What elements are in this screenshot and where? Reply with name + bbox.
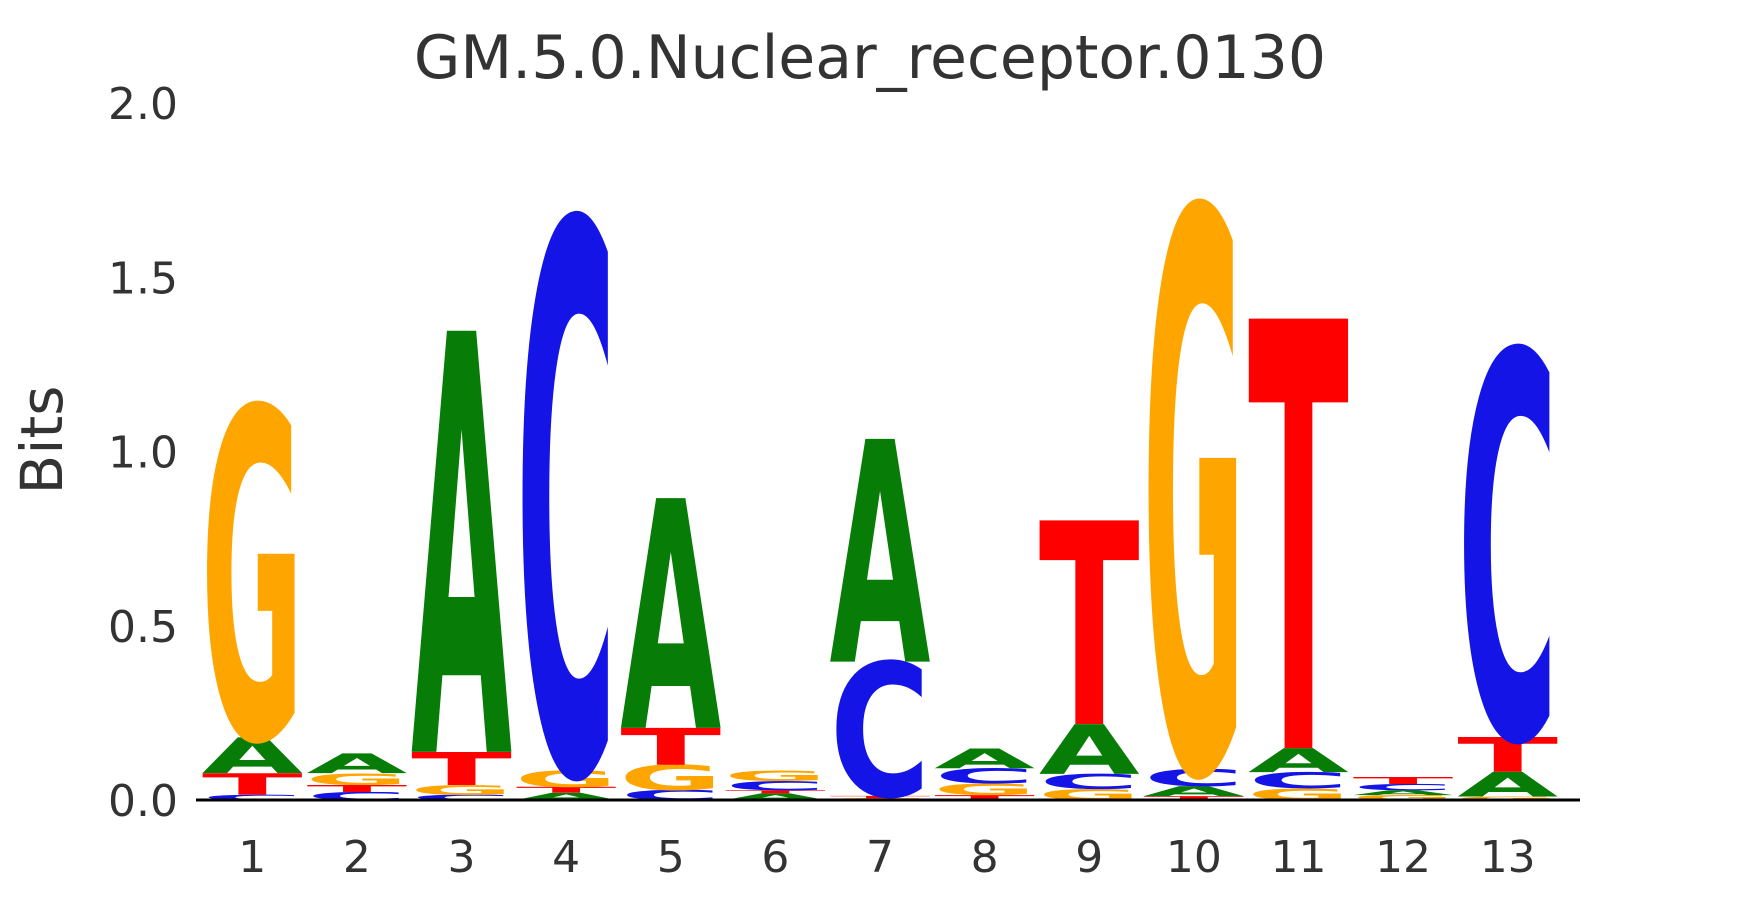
y-tick-label: 0.5 bbox=[108, 602, 178, 653]
logo-letter-T: T bbox=[307, 783, 408, 794]
y-tick-label: 1.5 bbox=[108, 253, 178, 304]
logo-letter-T: T bbox=[1143, 795, 1244, 801]
x-tick-label: 9 bbox=[1075, 832, 1103, 883]
logo-letter-A: A bbox=[1039, 710, 1140, 790]
x-tick-label: 7 bbox=[866, 832, 894, 883]
logo-letter-C: C bbox=[1353, 782, 1454, 792]
logo-letter-G: G bbox=[619, 758, 722, 798]
chart-title: GM.5.0.Nuclear_receptor.0130 bbox=[414, 23, 1326, 93]
x-tick-label: 8 bbox=[971, 832, 999, 883]
logo-letter-T: T bbox=[202, 768, 303, 802]
logo-letter-A: A bbox=[1457, 766, 1558, 805]
logo-letter-G: G bbox=[1456, 796, 1559, 802]
x-tick-label: 6 bbox=[761, 832, 789, 883]
logo-letter-T: T bbox=[1039, 465, 1140, 790]
x-tick-label: 12 bbox=[1375, 832, 1431, 883]
x-tick-label: 5 bbox=[657, 832, 685, 883]
x-tick-labels: 1 2 3 4 5 6 7 8 9 10 11 12 13 bbox=[238, 832, 1535, 883]
logo-letter-C: C bbox=[411, 793, 512, 801]
logo-letter-A: A bbox=[411, 215, 513, 888]
y-tick-label: 2.0 bbox=[108, 79, 178, 130]
logo-letter-A: A bbox=[1353, 789, 1454, 797]
y-tick-label: 1.0 bbox=[108, 428, 178, 479]
x-tick-label: 3 bbox=[448, 832, 476, 883]
logo-letter-C: C bbox=[830, 626, 931, 840]
logo-letter-T: T bbox=[620, 719, 721, 778]
x-tick-label: 2 bbox=[343, 832, 371, 883]
logo-letter-G: G bbox=[410, 782, 513, 798]
y-tick-labels: 0.0 0.5 1.0 1.5 2.0 bbox=[108, 79, 178, 827]
x-tick-label: 11 bbox=[1270, 832, 1326, 883]
logo-letter-A: A bbox=[934, 743, 1035, 774]
logo-letter-G: G bbox=[305, 770, 408, 789]
logo-letter-G: G bbox=[1142, 56, 1245, 900]
logo-letter-stacks: CTAGCTGACGTAATGCCGTAATCGGTCATGCAGCATTACG… bbox=[201, 56, 1559, 900]
logo-letter-A: A bbox=[202, 728, 303, 785]
x-tick-label: 10 bbox=[1166, 832, 1222, 883]
logo-letter-C: C bbox=[1457, 247, 1558, 863]
logo-letter-C: C bbox=[516, 71, 617, 900]
logo-letter-T: T bbox=[516, 785, 617, 794]
x-tick-label: 1 bbox=[238, 832, 266, 883]
logo-letter-C: C bbox=[1248, 768, 1349, 793]
logo-letter-A: A bbox=[516, 791, 618, 803]
logo-letter-T: T bbox=[934, 794, 1035, 802]
logo-letter-A: A bbox=[1248, 742, 1349, 780]
logo-letter-T: T bbox=[411, 743, 512, 796]
logo-letter-A: A bbox=[725, 792, 827, 803]
logo-letter-C: C bbox=[725, 779, 826, 793]
y-tick-label: 0.0 bbox=[108, 776, 178, 827]
x-tick-label: 13 bbox=[1480, 832, 1536, 883]
logo-letter-A: A bbox=[1143, 783, 1244, 799]
logo-letter-A: A bbox=[620, 435, 721, 802]
logo-letter-A: A bbox=[306, 748, 407, 779]
y-axis-label: Bits bbox=[8, 386, 76, 495]
logo-letter-G: G bbox=[724, 768, 827, 784]
logo-letter-T: T bbox=[725, 789, 826, 794]
logo-letter-T: T bbox=[1248, 202, 1350, 888]
x-tick-label: 4 bbox=[552, 832, 580, 883]
logo-letter-C: C bbox=[1143, 764, 1244, 791]
logo-letter-G: G bbox=[201, 317, 304, 844]
logo-letter-G: G bbox=[1352, 794, 1455, 802]
logo-letter-G: G bbox=[515, 767, 618, 793]
logo-letter-C: C bbox=[934, 764, 1035, 788]
logo-letter-C: C bbox=[1039, 770, 1140, 794]
logo-letter-T: T bbox=[830, 795, 931, 799]
logo-letter-C: C bbox=[202, 793, 303, 801]
logo-letter-G: G bbox=[933, 780, 1036, 799]
logo-letter-T: T bbox=[1457, 727, 1558, 783]
logo-letter-T: T bbox=[1353, 775, 1454, 786]
logo-letter-A: A bbox=[830, 379, 931, 734]
